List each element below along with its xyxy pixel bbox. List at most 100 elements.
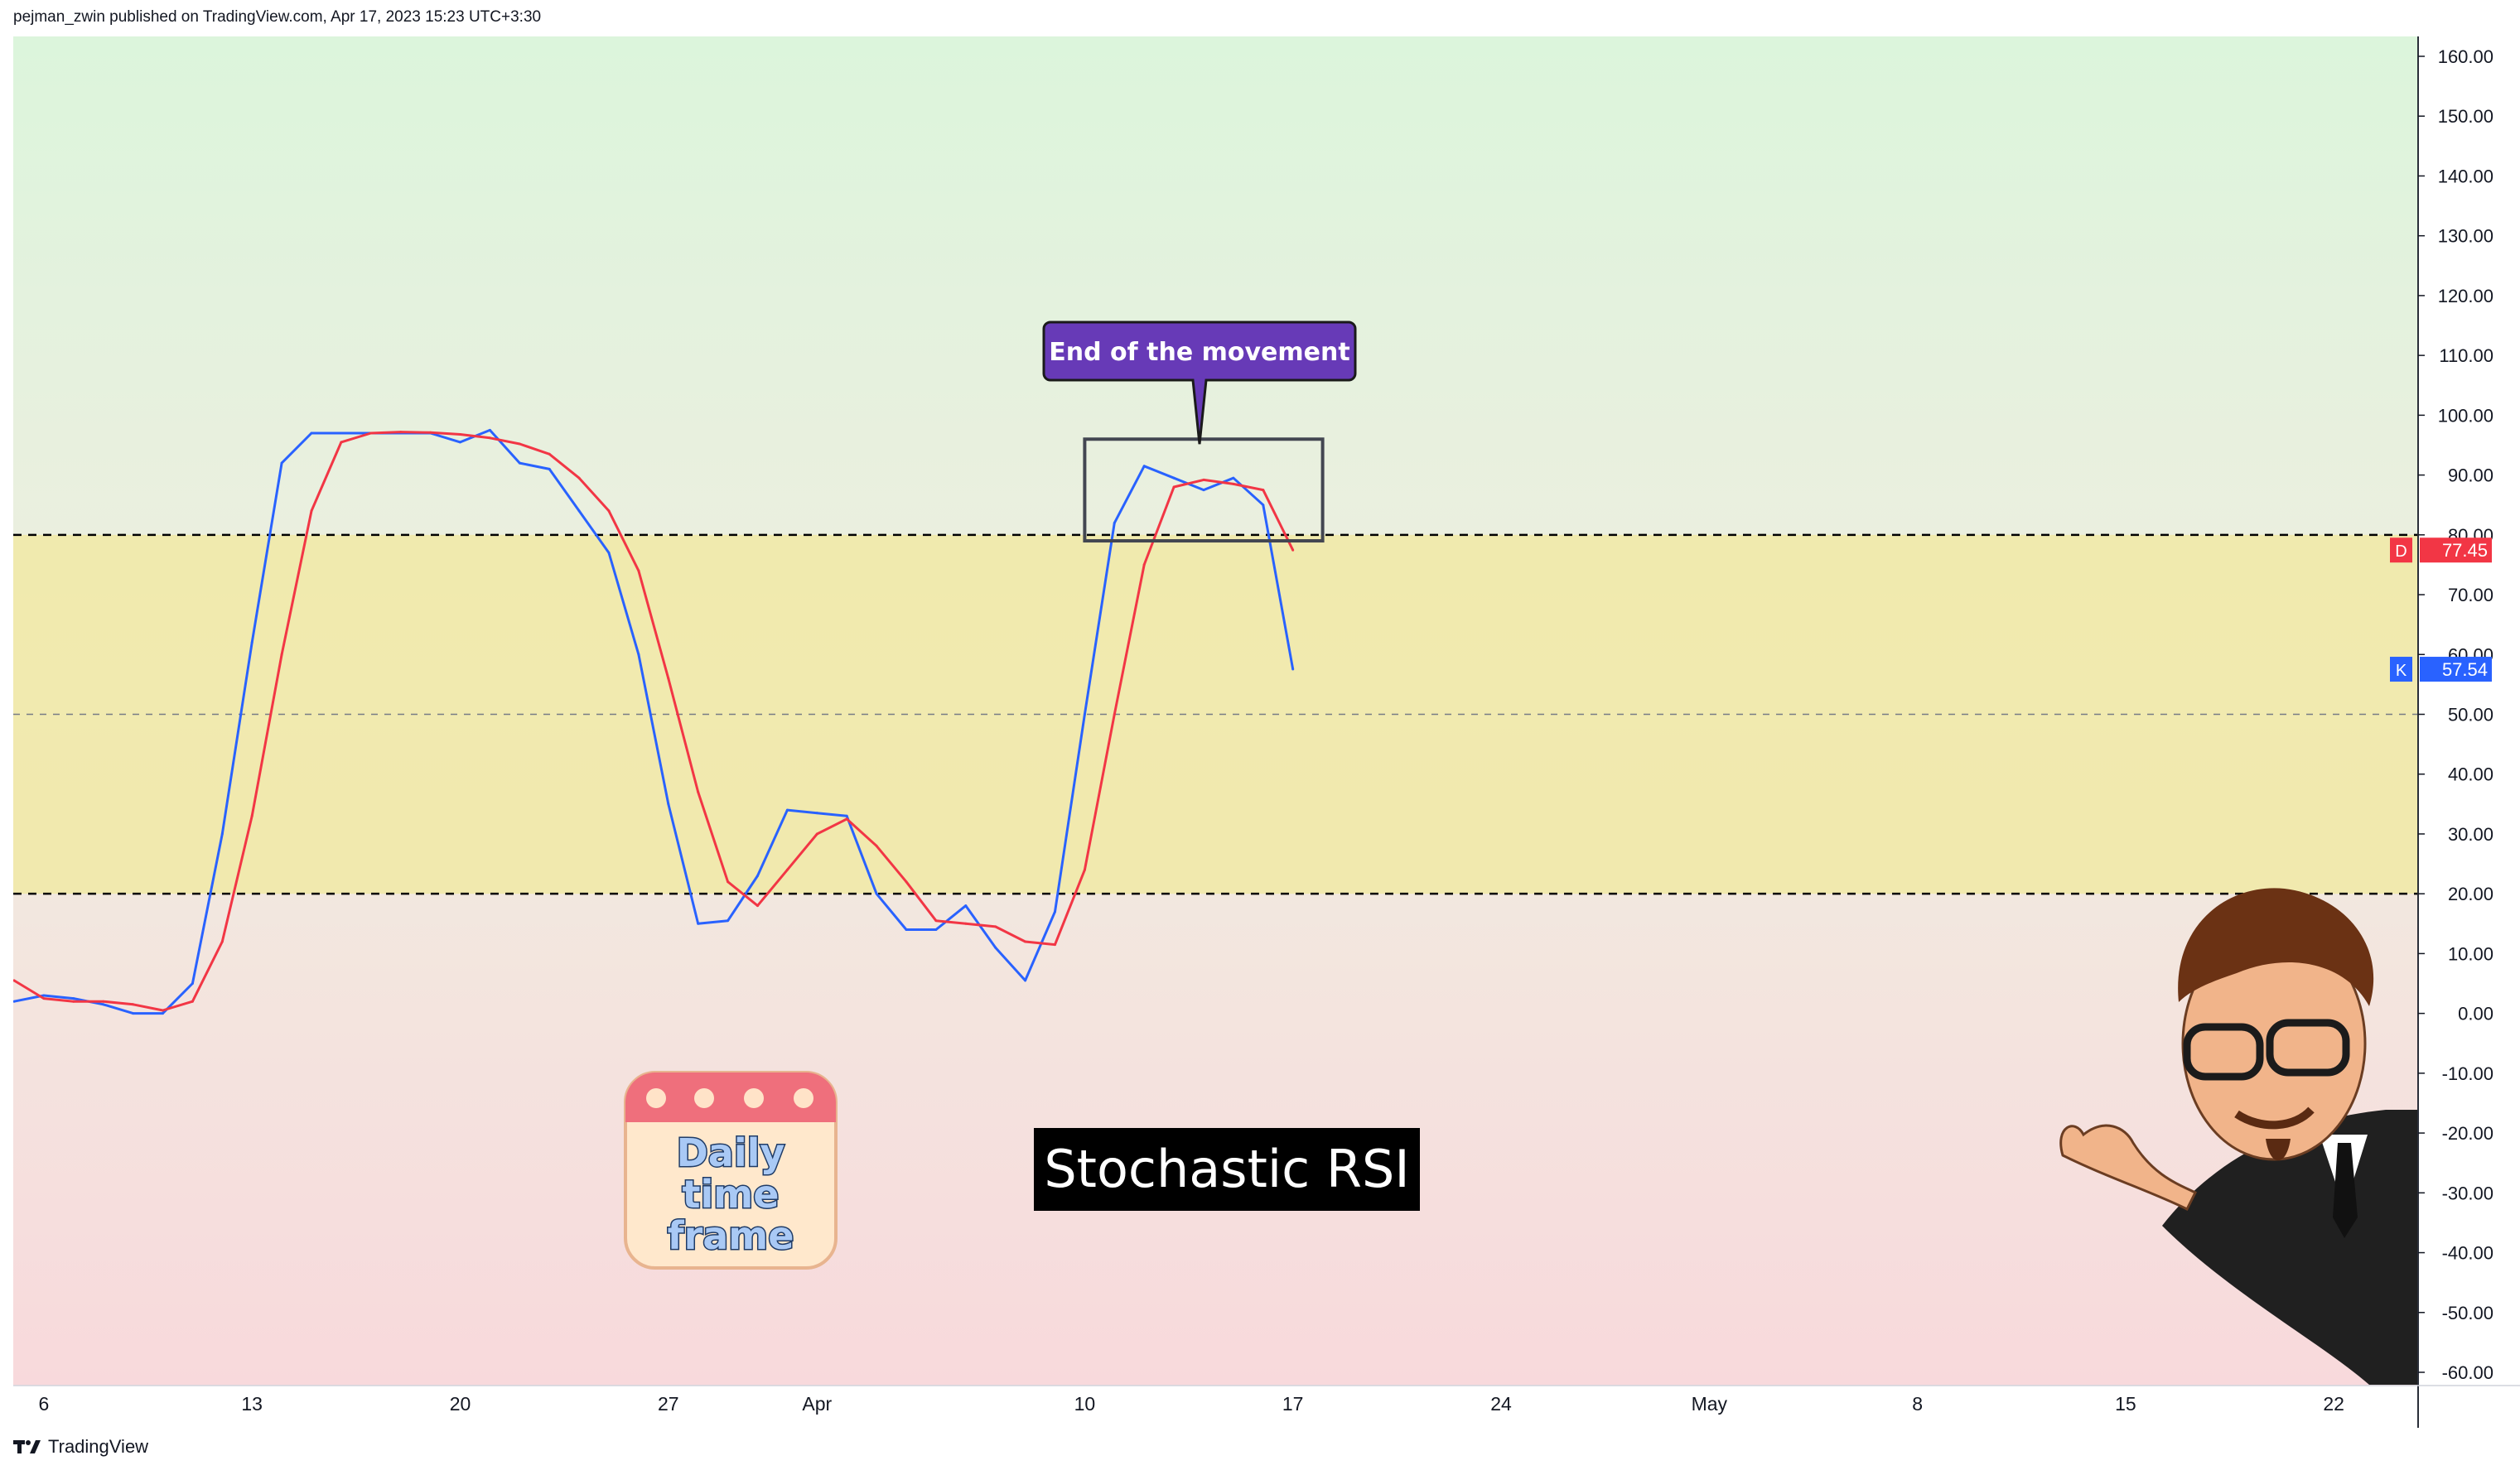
data-point-k xyxy=(875,892,878,895)
x-axis-ticks[interactable]: 6 13 20 27 Apr 10 17 24 May 8 15 22 xyxy=(39,1393,2344,1415)
y-tick-label: -50.00 xyxy=(2442,1303,2493,1323)
data-point-k xyxy=(577,509,581,513)
data-point-k xyxy=(162,1012,164,1015)
data-point-d xyxy=(697,790,700,793)
tag-value: 57.54 xyxy=(2442,659,2488,680)
data-point-d xyxy=(815,832,818,836)
data-point-d xyxy=(548,452,551,456)
data-point-d xyxy=(72,1000,75,1003)
data-point-d xyxy=(1232,482,1235,485)
data-point-d xyxy=(577,476,581,480)
sticker-header xyxy=(625,1073,836,1122)
y-tick-label: 40.00 xyxy=(2448,764,2493,785)
data-point-d xyxy=(994,925,997,928)
last-value-tag-k: K 57.54 xyxy=(2390,657,2492,682)
x-tick-label: 15 xyxy=(2115,1393,2136,1415)
y-tick-label: 0.00 xyxy=(2458,1004,2493,1024)
data-point-k xyxy=(667,803,670,806)
x-tick-label: 6 xyxy=(39,1393,50,1415)
data-point-d xyxy=(132,1003,135,1006)
data-point-d xyxy=(1172,485,1176,489)
data-point-k xyxy=(1024,979,1027,982)
avatar xyxy=(2059,888,2417,1385)
series-d-line xyxy=(13,431,1295,1012)
data-point-k xyxy=(1291,668,1295,671)
data-point-k xyxy=(905,928,908,932)
data-point-k xyxy=(637,653,640,656)
tradingview-logo-icon xyxy=(13,1440,41,1453)
series-k-line xyxy=(13,428,1295,1015)
y-tick-label: -30.00 xyxy=(2442,1183,2493,1203)
data-point-d xyxy=(42,997,46,1000)
y-tick-label: 150.00 xyxy=(2438,106,2493,127)
data-point-d xyxy=(1054,943,1056,947)
tag-value-box xyxy=(2420,657,2492,682)
data-point-k xyxy=(934,928,938,932)
data-point-k xyxy=(1054,910,1056,913)
data-point-d xyxy=(429,431,432,434)
data-point-d xyxy=(250,814,253,817)
data-point-k xyxy=(1113,521,1116,524)
data-point-d xyxy=(785,868,789,871)
data-point-d xyxy=(727,880,730,884)
highlight-box xyxy=(1083,437,1325,543)
data-point-d xyxy=(1113,713,1116,716)
data-point-d xyxy=(1262,489,1265,492)
data-point-d xyxy=(488,436,491,440)
sticker-line-3: frame xyxy=(668,1213,794,1258)
data-point-d xyxy=(399,431,403,434)
data-point-d xyxy=(637,569,640,572)
tradingview-footer-logo[interactable]: TradingView xyxy=(13,1436,148,1458)
x-tick-label: 27 xyxy=(658,1393,679,1415)
x-tick-label: 17 xyxy=(1282,1393,1304,1415)
data-point-d xyxy=(459,432,461,436)
sticker-ring-4 xyxy=(794,1088,813,1108)
data-point-d xyxy=(607,509,611,513)
data-point-k xyxy=(488,428,491,431)
sticker-ring-1 xyxy=(646,1088,666,1108)
data-point-k xyxy=(102,1003,105,1006)
data-point-k xyxy=(72,997,75,1000)
data-point-k xyxy=(132,1012,135,1015)
data-point-k xyxy=(785,808,789,812)
y-tick-label: -60.00 xyxy=(2442,1362,2493,1383)
data-point-d xyxy=(102,1000,105,1003)
y-tick-label: -20.00 xyxy=(2442,1123,2493,1144)
tag-value-box xyxy=(2420,537,2492,563)
level-lines xyxy=(13,533,2417,895)
data-point-d xyxy=(369,431,373,435)
x-tick-label: 24 xyxy=(1490,1393,1512,1415)
data-point-k xyxy=(1232,476,1235,480)
tag-letter-box xyxy=(2390,657,2412,682)
x-tick-label: Apr xyxy=(802,1393,832,1415)
y-tick-label: 160.00 xyxy=(2438,46,2493,67)
data-point-d xyxy=(162,1009,164,1012)
y-axis-ticks[interactable]: 160.00 150.00 140.00 130.00 120.00 110.00 100.… xyxy=(2418,46,2493,1383)
data-point-k xyxy=(1172,476,1176,480)
data-point-k xyxy=(1142,465,1146,468)
data-point-k xyxy=(42,994,46,997)
series-layer xyxy=(13,428,1295,1015)
title-label-text: Stochastic RSI xyxy=(1044,1139,1409,1199)
y-tick-label: 50.00 xyxy=(2448,705,2493,725)
data-point-d xyxy=(667,677,670,680)
data-point-d xyxy=(191,1000,194,1003)
y-tick-label: -10.00 xyxy=(2442,1063,2493,1084)
y-tick-label: 10.00 xyxy=(2448,943,2493,964)
x-tick-label: 22 xyxy=(2323,1393,2344,1415)
data-point-d xyxy=(756,904,759,908)
data-point-k xyxy=(994,946,997,949)
data-point-k xyxy=(220,832,224,836)
data-point-d xyxy=(1142,563,1146,566)
data-point-k xyxy=(191,982,194,986)
tag-letter: D xyxy=(2395,542,2407,561)
avatar-hair xyxy=(2178,888,2374,1006)
y-tick-label: 130.00 xyxy=(2438,226,2493,247)
data-point-k xyxy=(250,641,253,644)
y-tick-label: 140.00 xyxy=(2438,166,2493,186)
sticker-line-2: time xyxy=(683,1172,780,1217)
data-point-d xyxy=(280,653,283,656)
avatar-tie xyxy=(2333,1143,2358,1238)
